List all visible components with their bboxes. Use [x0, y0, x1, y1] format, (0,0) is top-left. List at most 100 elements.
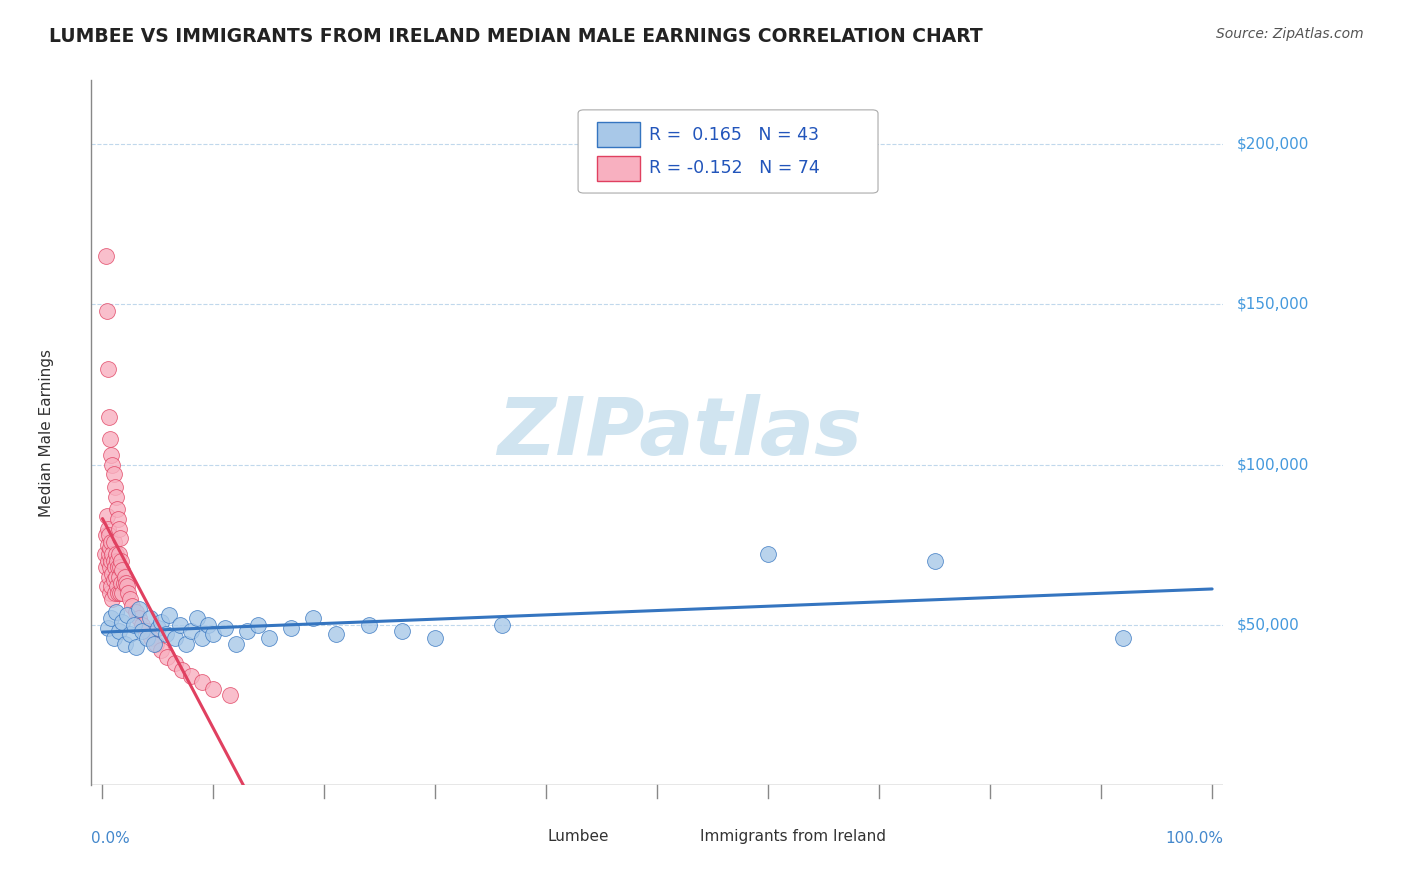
- Text: Source: ZipAtlas.com: Source: ZipAtlas.com: [1216, 27, 1364, 41]
- Point: [108, 570, 131, 584]
- FancyBboxPatch shape: [578, 110, 877, 193]
- Point: [325, 627, 347, 641]
- Point: [98, 528, 121, 542]
- Point: [110, 586, 132, 600]
- Point: [97, 361, 120, 376]
- Point: [103, 631, 125, 645]
- FancyBboxPatch shape: [664, 827, 695, 847]
- Point: [104, 570, 127, 584]
- Point: [110, 576, 132, 591]
- Point: [104, 480, 127, 494]
- Point: [103, 573, 125, 587]
- Point: [100, 534, 122, 549]
- Point: [93, 547, 115, 561]
- Point: [128, 601, 150, 615]
- Point: [105, 554, 128, 568]
- Point: [96, 304, 118, 318]
- Point: [96, 508, 118, 523]
- Point: [97, 621, 120, 635]
- Point: [219, 688, 242, 702]
- Point: [491, 617, 513, 632]
- Point: [135, 631, 157, 645]
- Point: [96, 579, 118, 593]
- Point: [111, 615, 134, 629]
- Point: [425, 631, 447, 645]
- Point: [122, 617, 145, 632]
- Text: Immigrants from Ireland: Immigrants from Ireland: [700, 829, 886, 844]
- Point: [114, 570, 136, 584]
- Text: $150,000: $150,000: [1237, 297, 1309, 312]
- Point: [131, 624, 153, 639]
- Point: [108, 522, 131, 536]
- Point: [100, 579, 122, 593]
- Point: [924, 554, 946, 568]
- Point: [141, 631, 163, 645]
- Point: [146, 621, 169, 635]
- Point: [101, 566, 124, 581]
- FancyBboxPatch shape: [598, 155, 640, 181]
- Point: [110, 532, 132, 546]
- Point: [110, 560, 132, 574]
- Point: [100, 554, 122, 568]
- Point: [104, 547, 127, 561]
- Point: [131, 617, 153, 632]
- Point: [156, 649, 179, 664]
- Point: [103, 554, 125, 568]
- Point: [202, 627, 225, 641]
- Point: [107, 512, 129, 526]
- Point: [172, 663, 194, 677]
- Point: [107, 560, 129, 574]
- Point: [120, 627, 142, 641]
- Text: LUMBEE VS IMMIGRANTS FROM IRELAND MEDIAN MALE EARNINGS CORRELATION CHART: LUMBEE VS IMMIGRANTS FROM IRELAND MEDIAN…: [49, 27, 983, 45]
- Point: [111, 563, 134, 577]
- Point: [98, 570, 121, 584]
- Text: $50,000: $50,000: [1237, 617, 1299, 632]
- Point: [756, 547, 779, 561]
- Point: [103, 534, 125, 549]
- Point: [150, 643, 173, 657]
- Point: [257, 631, 280, 645]
- Point: [155, 627, 177, 641]
- Point: [100, 611, 122, 625]
- Point: [105, 579, 128, 593]
- Point: [235, 624, 257, 639]
- Point: [135, 624, 157, 639]
- Point: [163, 657, 186, 671]
- Point: [246, 617, 269, 632]
- Point: [117, 586, 139, 600]
- Point: [121, 599, 143, 613]
- Point: [163, 631, 186, 645]
- Point: [197, 617, 219, 632]
- Point: [225, 637, 247, 651]
- Point: [98, 409, 121, 424]
- Text: $200,000: $200,000: [1237, 136, 1309, 152]
- Point: [202, 681, 225, 696]
- Point: [98, 432, 121, 446]
- Point: [186, 611, 208, 625]
- Point: [104, 605, 127, 619]
- Point: [108, 624, 131, 639]
- Point: [100, 448, 122, 462]
- Point: [115, 579, 138, 593]
- Point: [302, 611, 325, 625]
- Point: [104, 490, 127, 504]
- Point: [357, 617, 380, 632]
- FancyBboxPatch shape: [598, 122, 640, 147]
- Point: [145, 637, 167, 651]
- Point: [128, 611, 150, 625]
- Point: [214, 621, 236, 635]
- Point: [180, 669, 202, 683]
- Point: [114, 637, 136, 651]
- Point: [150, 615, 173, 629]
- Point: [139, 611, 162, 625]
- Text: R = -0.152   N = 74: R = -0.152 N = 74: [650, 159, 820, 178]
- Point: [114, 576, 136, 591]
- Text: $100,000: $100,000: [1237, 458, 1309, 472]
- Point: [157, 608, 180, 623]
- Point: [101, 547, 124, 561]
- Point: [105, 502, 128, 516]
- Point: [280, 621, 302, 635]
- Point: [94, 528, 117, 542]
- Point: [191, 631, 214, 645]
- Point: [103, 467, 125, 482]
